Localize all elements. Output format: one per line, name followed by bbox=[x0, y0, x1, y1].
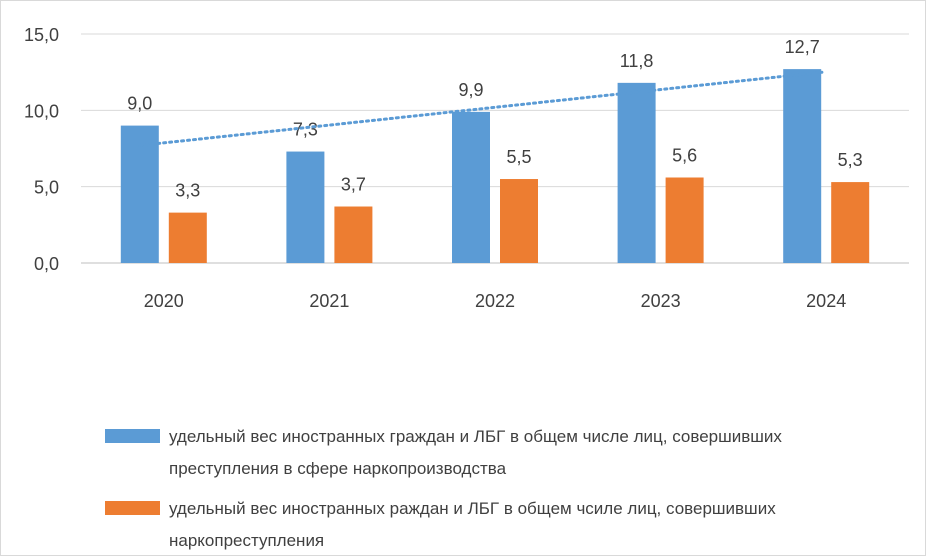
legend: удельный вес иностранных граждан и ЛБГ в… bbox=[105, 421, 865, 551]
data-label: 9,0 bbox=[127, 94, 152, 114]
trendline bbox=[138, 70, 824, 147]
legend-line: наркопреступления bbox=[169, 531, 325, 550]
data-label: 5,6 bbox=[672, 146, 697, 166]
bar-foreign-drug-crimes bbox=[831, 182, 870, 263]
y-tick-label: 5,0 bbox=[34, 178, 59, 198]
data-label: 3,3 bbox=[175, 181, 200, 201]
data-label: 5,5 bbox=[506, 147, 531, 167]
data-label: 3,7 bbox=[341, 175, 366, 195]
data-label: 9,9 bbox=[458, 80, 483, 100]
bar-foreign-production bbox=[120, 125, 159, 263]
legend-line: удельный вес иностранных раждан и ЛБГ в … bbox=[169, 499, 776, 518]
y-tick-label: 0,0 bbox=[34, 254, 59, 274]
bar-chart: 0,0 5,0 10,0 15,0 9,0 3,3 2020 7,3 3,7 2021 9,9 5,5… bbox=[24, 25, 909, 311]
x-tick-label: 2024 bbox=[806, 291, 846, 311]
bar-foreign-production bbox=[617, 82, 656, 263]
legend-text-foreign-production: удельный вес иностранных граждан и ЛБГ в… bbox=[169, 421, 859, 485]
y-tick-label: 15,0 bbox=[24, 25, 59, 45]
x-tick-label: 2023 bbox=[641, 291, 681, 311]
x-tick-label: 2022 bbox=[475, 291, 515, 311]
bar-foreign-drug-crimes bbox=[168, 212, 207, 263]
bar-foreign-production bbox=[286, 151, 325, 263]
data-label: 11,8 bbox=[620, 51, 654, 71]
y-tick-label: 10,0 bbox=[24, 101, 59, 121]
data-label: 5,3 bbox=[838, 150, 863, 170]
legend-swatch-blue bbox=[105, 429, 160, 443]
bar-foreign-drug-crimes bbox=[665, 177, 704, 263]
legend-swatch-orange bbox=[105, 501, 160, 515]
legend-line: преступления в сфере наркопроизводства bbox=[169, 459, 507, 478]
x-tick-label: 2021 bbox=[309, 291, 349, 311]
x-tick-label: 2020 bbox=[144, 291, 184, 311]
bar-foreign-production bbox=[452, 111, 490, 263]
bar-foreign-drug-crimes bbox=[500, 179, 538, 263]
legend-line: удельный вес иностранных граждан и ЛБГ в… bbox=[169, 427, 782, 446]
bar-foreign-drug-crimes bbox=[334, 206, 373, 263]
data-label: 12,7 bbox=[785, 37, 820, 57]
bar-foreign-production bbox=[783, 69, 822, 263]
data-label: 7,3 bbox=[293, 120, 318, 140]
legend-text-foreign-drug-crimes: удельный вес иностранных раждан и ЛБГ в … bbox=[169, 493, 859, 557]
